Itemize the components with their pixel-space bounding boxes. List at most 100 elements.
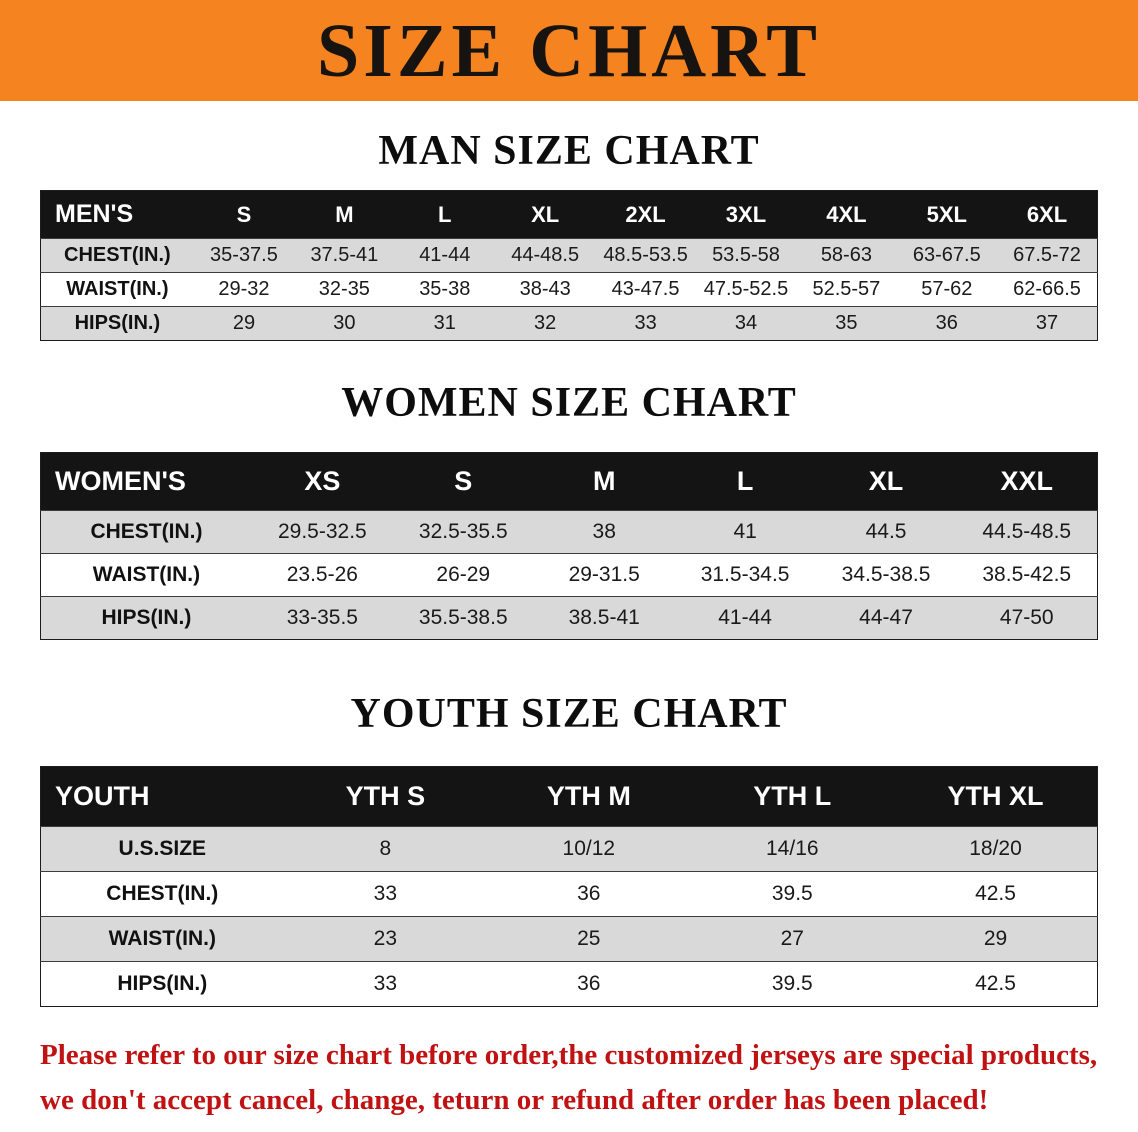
size-value-cell: 47-50 [956,595,1098,640]
women-section-heading: WOMEN SIZE CHART [341,380,797,427]
size-header-cell: 6XL [1026,201,1068,227]
row-label-cell: HIPS(IN.) [40,306,194,341]
row-label-cell: HIPS(IN.) [40,960,284,1007]
size-value-cell: 29.5-32.5 [251,509,393,554]
size-value-cell: 35-38 [394,272,495,307]
size-value-cell: 63-67.5 [896,238,997,273]
youth-size-section: YOUTH SIZE CHART YOUTH YTH S YTH M YTH L YTH… [0,690,1138,1007]
size-value-cell: 32 [494,306,596,341]
size-value-cell: 36 [896,306,997,341]
size-value-cell: 44.5 [815,509,957,554]
size-value-cell: 41 [674,509,816,554]
size-value-cell: 31.5-34.5 [674,552,816,597]
size-value-cell: 26-29 [392,552,534,597]
size-value-cell: 44.5-48.5 [956,509,1098,554]
size-value-cell: 37 [997,306,1098,341]
youth-section-heading: YOUTH SIZE CHART [350,690,788,737]
row-label-cell: HIPS(IN.) [40,595,252,640]
size-header-row: MEN'S S M L XL 2XL 3XL 4XL 5XL 6XL [40,190,1098,239]
size-header-cell: L [736,465,754,496]
poster-title: SIZE CHART [316,8,821,93]
row-label-cell: U.S.SIZE [40,825,284,872]
disclaimer-line-2: we don't accept cancel, change, teturn o… [40,1083,989,1116]
size-value-cell: 35.5-38.5 [392,595,534,640]
size-value-cell: 23.5-26 [251,552,393,597]
size-header-cell: 3XL [725,201,767,227]
size-value-cell: 8 [283,825,488,872]
measurement-row: HIPS(IN.) 33-35.5 35.5-38.5 38.5-41 41-44 44-… [40,595,1098,640]
size-header-cell: YTH S [345,780,426,811]
table-title-cell: MEN'S [55,200,134,229]
size-header-cell: YTH L [753,780,832,811]
row-label-cell: WAIST(IN.) [40,915,284,962]
size-value-cell: 25 [487,915,691,962]
disclaimer-note: Please refer to our size chart before or… [40,1033,1100,1123]
size-header-cell: 5XL [926,201,967,227]
size-value-cell: 36 [487,870,691,917]
measurement-row: CHEST(IN.) 35-37.5 37.5-41 41-44 44-48.5 48.5… [40,238,1098,273]
size-value-cell: 41-44 [394,238,495,273]
size-value-cell: 48.5-53.5 [595,238,696,273]
size-value-cell: 32.5-35.5 [392,509,534,554]
table-title-cell: WOMEN'S [55,465,186,496]
size-header-cell: XL [531,201,560,227]
size-value-cell: 42.5 [894,870,1098,917]
row-label-cell: CHEST(IN.) [40,509,252,554]
size-header-cell: XL [868,465,904,496]
size-value-cell: 23 [283,915,488,962]
size-value-cell: 30 [294,306,395,341]
size-header-row: YOUTH YTH S YTH M YTH L YTH XL [40,766,1098,827]
measurement-row: WAIST(IN.) 29-32 32-35 35-38 38-43 43-47.5 47.… [40,272,1098,307]
size-value-cell: 35 [796,306,897,341]
measurement-row: HIPS(IN.) 33 36 39.5 42.5 [40,960,1098,1007]
size-header-cell: M [335,201,354,227]
size-header-row: WOMEN'S XS S M L XL XXL [40,452,1098,511]
size-value-cell: 42.5 [894,960,1098,1007]
women-size-section: WOMEN SIZE CHART WOMEN'S XS S M L XL XXL CHEST(… [0,379,1138,640]
measurement-row: U.S.SIZE 8 10/12 14/16 18/20 [40,825,1098,872]
size-value-cell: 34 [695,306,797,341]
size-value-cell: 33 [595,306,696,341]
size-value-cell: 34.5-38.5 [815,552,957,597]
size-value-cell: 33 [283,870,488,917]
size-header-cell: 4XL [826,201,867,227]
size-value-cell: 39.5 [690,960,895,1007]
size-value-cell: 37.5-41 [294,238,395,273]
size-header-cell: XXL [1000,465,1053,496]
size-value-cell: 27 [690,915,895,962]
size-value-cell: 53.5-58 [695,238,797,273]
measurement-row: WAIST(IN.) 23 25 27 29 [40,915,1098,962]
size-value-cell: 38.5-42.5 [956,552,1098,597]
size-value-cell: 44-47 [815,595,957,640]
size-value-cell: 14/16 [690,825,895,872]
men-section-heading: MAN SIZE CHART [378,128,760,174]
size-header-cell: 2XL [625,201,666,227]
size-value-cell: 29 [894,915,1098,962]
size-header-cell: S [454,465,473,496]
size-header-cell: M [592,465,616,496]
size-header-cell: S [236,201,252,227]
size-value-cell: 57-62 [896,272,997,307]
size-header-cell: XS [304,465,341,496]
size-header-cell: YTH XL [947,780,1044,811]
size-value-cell: 35-37.5 [193,238,295,273]
size-value-cell: 29-31.5 [533,552,675,597]
size-value-cell: 33-35.5 [251,595,393,640]
title-banner: SIZE CHART [0,0,1138,101]
size-value-cell: 52.5-57 [796,272,897,307]
size-value-cell: 58-63 [796,238,897,273]
size-value-cell: 29-32 [193,272,295,307]
size-value-cell: 38.5-41 [533,595,675,640]
size-value-cell: 38-43 [494,272,596,307]
size-value-cell: 36 [487,960,691,1007]
size-value-cell: 62-66.5 [997,272,1098,307]
size-value-cell: 39.5 [690,870,895,917]
row-label-cell: WAIST(IN.) [40,552,252,597]
measurement-row: WAIST(IN.) 23.5-26 26-29 29-31.5 31.5-34.5 34… [40,552,1098,597]
disclaimer-line-1: Please refer to our size chart before or… [40,1038,1098,1071]
size-value-cell: 38 [533,509,675,554]
measurement-row: CHEST(IN.) 33 36 39.5 42.5 [40,870,1098,917]
size-value-cell: 67.5-72 [997,238,1098,273]
size-value-cell: 29 [193,306,295,341]
